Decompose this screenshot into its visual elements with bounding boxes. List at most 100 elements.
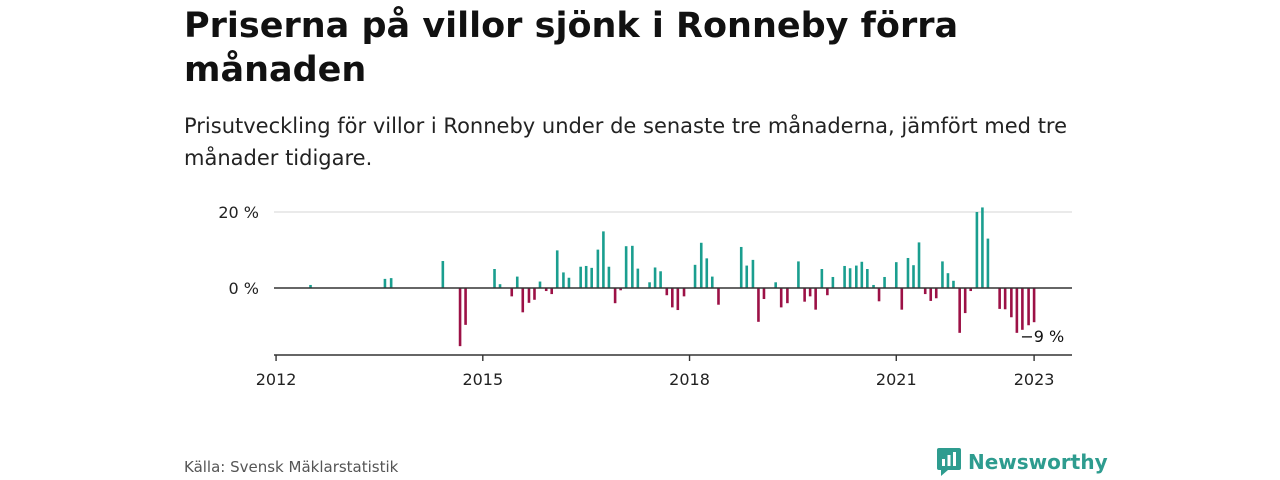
bar [699,242,703,288]
brand-logo: Newsworthy [936,447,1108,477]
bar [717,288,720,305]
brand-name: Newsworthy [968,450,1108,474]
x-tick-label: 2015 [462,370,503,389]
bar [493,269,496,288]
bar [567,277,571,288]
bar [745,265,749,288]
bar [900,288,904,310]
bar [527,288,531,303]
bar [653,267,657,288]
bar [739,246,743,288]
bar [923,288,927,295]
bar [389,278,393,288]
bar [814,288,817,310]
bar [510,288,514,297]
bar [458,288,462,347]
bar [624,246,628,288]
bar [538,281,542,288]
chart-title: Priserna på villor sjönk i Ronneby förra… [184,6,959,90]
bar [619,288,622,291]
bar [584,265,588,288]
bar [797,261,800,288]
bar [826,288,829,296]
x-tick-label: 2023 [1014,370,1055,389]
x-tick-label: 2021 [876,370,917,389]
bar [843,265,846,288]
bar [602,231,605,288]
y-tick-label: 20 % [218,203,259,222]
bar [1003,288,1007,310]
bar [1032,288,1036,323]
bar [1010,288,1013,318]
bar [986,238,990,288]
bar [786,288,789,304]
bar [912,265,915,288]
bar [958,288,961,333]
bar-chart: 0 % 20 % 2012 2015 2018 2021 2023 −9 % [218,203,1072,389]
bar [309,284,312,288]
bar [671,288,674,308]
bar [934,288,938,299]
bar [866,269,869,288]
bar [848,268,852,288]
bar [521,288,525,313]
bar [917,242,921,288]
annotation-label: −9 % [1020,327,1064,346]
bar [803,288,806,302]
y-tick-label: 0 % [229,279,259,298]
bar [1027,288,1030,326]
bar [855,265,858,288]
bar [607,266,611,288]
bar [1021,288,1024,330]
bar [757,288,760,322]
bar [906,257,910,288]
bar [831,276,835,288]
bar [952,280,955,288]
bar [676,288,680,311]
bar [533,288,536,300]
bar [596,249,600,288]
x-tick-label: 2018 [669,370,710,389]
bar [705,258,709,288]
bar [613,288,617,304]
bar [941,261,944,288]
bar [441,261,445,288]
labels: 0 % 20 % 2012 2015 2018 2021 2023 −9 % [218,203,1064,389]
bar [762,288,766,300]
chart-subtitle: Prisutveckling för villor i Ronneby unde… [184,114,1068,170]
bar [820,269,824,288]
bar [544,288,548,292]
bar [808,288,812,297]
bar [659,271,662,288]
bar [682,288,686,297]
bar [555,250,559,288]
bar [963,288,967,314]
bar [998,288,1001,309]
bar [929,288,933,301]
bar [969,288,972,292]
x-tick-label: 2012 [256,370,297,389]
bars [309,207,1036,347]
bar [579,266,582,288]
bar [860,261,864,288]
bar [975,212,979,288]
bar [751,259,755,288]
bar [872,284,875,288]
bar [1015,288,1019,333]
axes [274,287,1072,361]
bar [981,207,984,288]
bar [590,267,593,288]
bar [883,276,886,288]
bar [894,262,898,288]
bar [383,278,387,288]
bar [648,282,651,288]
bar [550,288,554,295]
bar [515,276,519,288]
bar [498,284,502,288]
bar [464,288,467,325]
bar [665,288,669,296]
bar [693,264,697,288]
bar [877,288,881,302]
bar [946,273,950,288]
bar [774,282,777,288]
